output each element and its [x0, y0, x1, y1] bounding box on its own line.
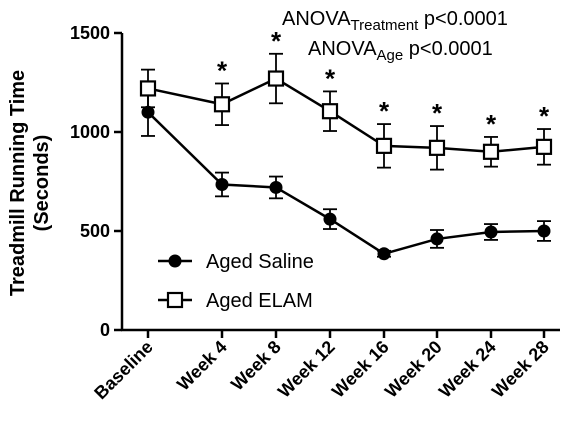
legend-marker — [168, 254, 182, 268]
data-point — [215, 177, 229, 191]
anova-age-annotation: ANOVAAge p<0.0001 — [308, 38, 493, 64]
x-tick-label: Week 24 — [435, 337, 500, 402]
data-point — [323, 212, 337, 226]
x-tick-label: Baseline — [90, 337, 157, 404]
anova-treatment-annotation: ANOVATreatment p<0.0001 — [282, 8, 508, 34]
anova-treatment-p: p<0.0001 — [418, 8, 508, 30]
axes — [120, 33, 560, 332]
y-ticks: 0 500 1000 1500 — [70, 23, 122, 340]
significance-star: * — [432, 98, 443, 128]
anova-age-sub: Age — [377, 47, 404, 64]
y-tick-label: 1500 — [70, 23, 110, 43]
data-point — [482, 143, 500, 160]
data-point — [537, 224, 551, 238]
x-tick-label: Week 16 — [328, 337, 393, 402]
data-point — [269, 180, 283, 194]
data-point — [375, 137, 393, 154]
anova-age-main: ANOVA — [308, 38, 377, 60]
data-point — [321, 103, 339, 120]
legend-item: Aged Saline — [158, 251, 314, 273]
significance-star: * — [271, 26, 282, 56]
legend-item: Aged ELAM — [158, 290, 313, 312]
significance-star: * — [486, 109, 497, 139]
significance-stars: * * * * * * * — [217, 26, 550, 139]
data-point — [484, 225, 498, 239]
x-tick-label: Week 28 — [488, 337, 553, 402]
series-line — [147, 77, 545, 154]
series-layer — [139, 52, 553, 261]
significance-star: * — [539, 101, 550, 131]
x-tick-label: Week 12 — [274, 337, 339, 402]
data-point — [430, 232, 444, 246]
anova-age-p: p<0.0001 — [403, 38, 493, 60]
series-line — [147, 111, 545, 256]
legend-marker — [166, 291, 184, 309]
x-tick-label: Week 4 — [173, 337, 231, 395]
data-point — [267, 70, 285, 87]
y-tick-label: 500 — [80, 221, 110, 241]
y-axis-title-line1: Treadmill Running Time — [7, 70, 29, 296]
legend: Aged Saline Aged ELAM — [158, 251, 314, 312]
data-point — [213, 96, 231, 113]
x-tick-label: Week 20 — [381, 337, 446, 402]
y-tick-label: 1000 — [70, 122, 110, 142]
anova-treatment-main: ANOVA — [282, 8, 351, 30]
legend-label: Aged Saline — [206, 251, 314, 273]
data-point — [377, 247, 391, 261]
anova-treatment-sub: Treatment — [351, 17, 420, 34]
legend-label: Aged ELAM — [206, 290, 313, 312]
series-aged-saline — [141, 87, 551, 261]
significance-star: * — [325, 63, 336, 93]
data-point — [535, 138, 553, 155]
y-tick-label: 0 — [100, 320, 110, 340]
y-axis-title-line2: (Seconds) — [31, 135, 53, 232]
significance-star: * — [217, 55, 228, 85]
data-point — [141, 105, 155, 119]
data-point — [139, 80, 157, 97]
significance-star: * — [379, 96, 390, 126]
data-point — [428, 139, 446, 156]
series-aged-elam — [139, 52, 553, 171]
